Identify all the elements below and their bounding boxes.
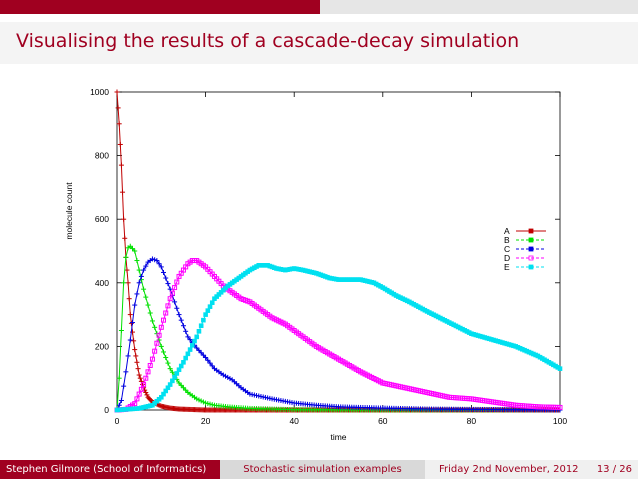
legend-label-C: C xyxy=(504,244,510,254)
y-tick-label: 600 xyxy=(95,214,109,224)
top-bar-accent xyxy=(0,0,320,14)
series-point-E xyxy=(187,347,193,352)
series-point-D xyxy=(158,324,164,330)
slide-title: Visualising the results of a cascade-dec… xyxy=(16,30,520,52)
series-point-E xyxy=(557,366,563,371)
x-tick-label: 0 xyxy=(115,416,120,426)
series-point-E xyxy=(194,334,200,340)
series-point-E xyxy=(170,378,175,384)
series-point-E xyxy=(196,328,202,334)
series-point-E xyxy=(172,374,177,380)
series-point-E xyxy=(205,308,211,313)
series-point-D xyxy=(152,348,158,354)
series-point-E xyxy=(178,363,184,369)
y-axis-label: molecule count xyxy=(64,182,74,240)
legend-label-E: E xyxy=(504,262,510,272)
series-point-E xyxy=(181,359,186,365)
footer-author: Stephen Gilmore (School of Informatics) xyxy=(0,460,220,479)
x-tick-label: 80 xyxy=(467,416,477,426)
x-tick-label: 60 xyxy=(378,416,388,426)
series-point-D xyxy=(167,296,173,302)
series-point-E xyxy=(167,382,173,387)
series-point-E xyxy=(201,317,206,323)
series-point-D xyxy=(165,303,171,309)
x-tick-label: 20 xyxy=(201,416,211,426)
series-point-E xyxy=(203,312,208,317)
series-point-D xyxy=(156,332,162,338)
footer-right: Friday 2nd November, 2012 13 / 26 xyxy=(425,460,638,479)
series-point-D xyxy=(154,340,160,346)
x-axis-label: time xyxy=(330,432,346,442)
y-tick-label: 800 xyxy=(95,151,109,161)
footer-date: Friday 2nd November, 2012 xyxy=(439,464,579,475)
legend-label-D: D xyxy=(504,253,510,263)
series-point-D xyxy=(143,375,149,381)
legend-label-A: A xyxy=(504,226,510,236)
series-point-E xyxy=(198,323,204,329)
legend-marker-B xyxy=(528,237,534,243)
series-point-D xyxy=(163,310,169,316)
series-point-D xyxy=(147,362,153,368)
cascade-decay-chart: 0 20 40 60 80 10002004006008001000timemolecul… xyxy=(64,87,567,442)
series-point-D xyxy=(172,285,178,291)
series-point-D xyxy=(161,317,167,323)
legend-marker-D xyxy=(528,255,534,261)
footer-section: Stochastic simulation examples xyxy=(220,460,425,479)
x-tick-label: 100 xyxy=(553,416,567,426)
y-tick-label: 0 xyxy=(104,405,109,415)
title-background xyxy=(0,22,638,64)
series-point-D xyxy=(169,290,175,296)
series-point-D xyxy=(138,386,144,392)
series-point-E xyxy=(185,351,191,357)
series-point-D xyxy=(557,404,563,410)
legend-marker-C xyxy=(528,246,534,252)
series-point-E xyxy=(209,300,215,305)
legend-marker-A xyxy=(528,228,534,234)
series-point-D xyxy=(174,279,180,285)
series-point-D xyxy=(149,356,155,362)
series-point-D xyxy=(145,369,151,375)
series-point-D xyxy=(134,396,140,402)
series-point-D xyxy=(136,391,142,397)
y-tick-label: 1000 xyxy=(90,87,109,97)
y-tick-label: 200 xyxy=(95,341,109,351)
series-point-D xyxy=(141,382,147,388)
footer: Stephen Gilmore (School of Informatics) … xyxy=(0,460,638,479)
footer-page: 13 / 26 xyxy=(596,464,632,475)
x-tick-label: 40 xyxy=(289,416,299,426)
y-tick-label: 400 xyxy=(95,278,109,288)
legend-label-B: B xyxy=(504,235,510,245)
legend-marker-E xyxy=(528,264,534,270)
series-point-E xyxy=(183,355,188,361)
series-point-E xyxy=(192,338,197,344)
series-point-E xyxy=(190,343,195,348)
series-point-E xyxy=(176,367,182,373)
series-point-E xyxy=(207,304,213,309)
series-point-D xyxy=(132,401,138,407)
series-point-E xyxy=(174,371,180,376)
